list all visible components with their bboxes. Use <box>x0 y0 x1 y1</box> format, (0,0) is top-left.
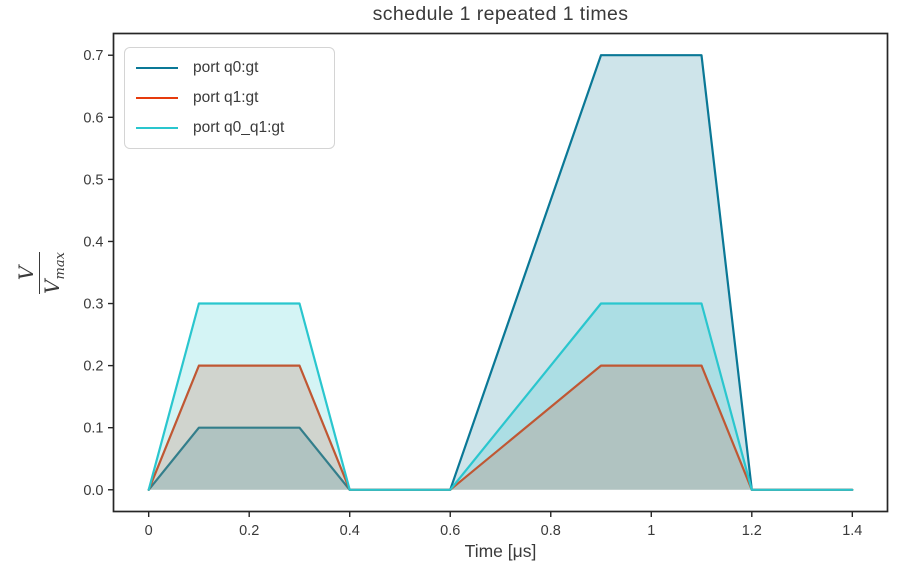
y-axis-label: V Vmax <box>6 240 72 306</box>
series-fill-1 <box>148 365 853 490</box>
legend-line-swatch <box>136 67 178 69</box>
series-fill-2 <box>148 303 853 490</box>
x-tick-label: 0.4 <box>340 523 360 539</box>
chart-title: schedule 1 repeated 1 times <box>372 3 629 25</box>
x-tick-label: 0.6 <box>440 523 460 539</box>
x-tick-label: 1.2 <box>742 523 762 539</box>
legend-item: port q0_q1:gt <box>136 117 322 139</box>
legend-line-swatch <box>136 127 178 129</box>
series-fill-0 <box>148 55 853 490</box>
legend-line-swatch <box>136 97 178 99</box>
y-tick-label: 0.6 <box>83 110 103 126</box>
y-tick-label: 0.5 <box>83 172 103 188</box>
y-axis-fraction: V Vmax <box>13 252 68 294</box>
legend-item: port q0:gt <box>136 57 322 79</box>
y-tick-label: 0.4 <box>83 234 103 250</box>
y-tick-label: 0.7 <box>83 48 103 64</box>
y-axis-denominator: Vmax <box>39 252 68 294</box>
x-tick-label: 0.2 <box>239 523 259 539</box>
legend-label: port q0:gt <box>193 59 259 76</box>
legend-item: port q1:gt <box>136 87 322 109</box>
y-tick-label: 0.0 <box>83 483 103 499</box>
series-line-2 <box>147 302 854 491</box>
y-tick-label: 0.3 <box>83 297 103 313</box>
y-axis-numerator: V <box>13 265 38 281</box>
x-axis-label: Time [μs] <box>464 541 537 561</box>
legend-label: port q0_q1:gt <box>193 119 285 136</box>
legend-label: port q1:gt <box>193 89 259 106</box>
y-tick-label: 0.2 <box>83 359 103 375</box>
x-tick-label: 0.8 <box>541 523 561 539</box>
plot-frame <box>112 32 889 513</box>
x-tick-label: 1 <box>647 523 655 539</box>
x-tick-label: 0 <box>145 523 153 539</box>
legend: port q0:gt port q1:gt port q0_q1:gt <box>124 47 335 149</box>
x-tick-label: 1.4 <box>842 523 862 539</box>
y-tick-label: 0.1 <box>83 421 103 437</box>
